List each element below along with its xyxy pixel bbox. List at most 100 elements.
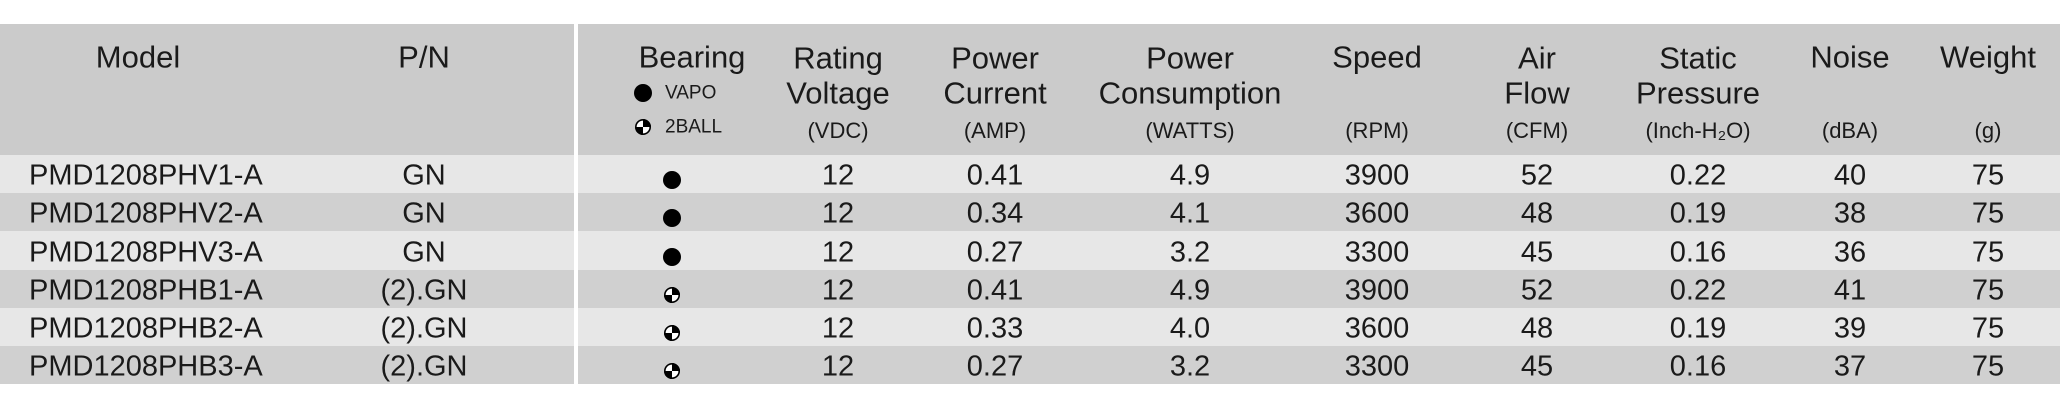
- column-unit: (Inch-H₂O): [1645, 118, 1751, 143]
- cell: 0.19: [1669, 197, 1727, 230]
- legend-label: VAPO: [665, 82, 717, 104]
- cell: 75: [1971, 159, 2005, 192]
- cell: 3600: [1344, 312, 1410, 345]
- column-title: Pressure: [1635, 75, 1761, 111]
- column-title: Voltage: [786, 75, 890, 111]
- legend-label: 2BALL: [665, 116, 723, 138]
- cell: 75: [1971, 350, 2005, 383]
- part-number: GN: [402, 159, 446, 192]
- cell: 75: [1971, 274, 2005, 307]
- column-unit: (AMP): [963, 118, 1027, 143]
- cell: 3300: [1344, 236, 1410, 268]
- cell: 75: [1971, 197, 2005, 230]
- column-unit: (RPM): [1345, 118, 1409, 143]
- row-bg: [0, 231, 2060, 270]
- row-bg: [0, 269, 2060, 308]
- column-title: Current: [943, 75, 1047, 111]
- cell: 12: [821, 312, 855, 345]
- cell: 0.27: [966, 350, 1024, 383]
- cell: 4.9: [1169, 274, 1211, 307]
- cell: 4.1: [1169, 197, 1211, 230]
- column-title: Speed: [1332, 39, 1422, 75]
- cell: 38: [1833, 197, 1867, 230]
- cell: 0.41: [966, 159, 1024, 192]
- cell: 48: [1520, 197, 1554, 230]
- cell: 3.2: [1169, 236, 1211, 268]
- cell: 3.2: [1169, 350, 1211, 383]
- cell: 0.41: [966, 274, 1024, 307]
- cell: 0.33: [966, 312, 1024, 345]
- model: PMD1208PHB2-A: [29, 312, 263, 345]
- part-number: (2).GN: [380, 350, 468, 383]
- bearing-icon: [663, 171, 681, 190]
- cell: 0.19: [1669, 312, 1727, 345]
- row-bg: [0, 193, 2060, 232]
- cell: 45: [1520, 350, 1554, 383]
- bearing-icon: [634, 84, 652, 102]
- column-unit: (g): [1974, 118, 2002, 143]
- header-bg: [0, 24, 2060, 155]
- cell: 48: [1520, 312, 1554, 345]
- model: PMD1208PHV1-A: [29, 159, 263, 192]
- cell: 37: [1833, 350, 1867, 383]
- column-title: Power: [1146, 40, 1234, 76]
- column-title: Bearing: [638, 39, 746, 75]
- cell: 12: [821, 274, 855, 307]
- part-number: GN: [402, 236, 446, 268]
- column-unit: (VDC): [807, 118, 869, 143]
- cell: 3300: [1344, 350, 1410, 383]
- model: PMD1208PHB1-A: [29, 274, 263, 307]
- column-unit: (CFM): [1505, 118, 1569, 143]
- cell: 3900: [1344, 159, 1410, 192]
- column-unit: (WATTS): [1145, 118, 1235, 143]
- column-title: Rating: [793, 40, 883, 76]
- divider: [574, 24, 578, 384]
- row-bg: [0, 307, 2060, 346]
- cell: 0.16: [1669, 236, 1727, 268]
- cell: 12: [821, 159, 855, 192]
- row-bg: [0, 346, 2060, 385]
- cell: 3900: [1344, 274, 1410, 307]
- cell: 52: [1520, 274, 1554, 307]
- column-title: Model: [95, 39, 181, 75]
- cell: 75: [1971, 236, 2005, 268]
- bearing-icon: [663, 209, 681, 228]
- bearing-icon: [664, 363, 680, 380]
- cell: 39: [1833, 312, 1867, 345]
- model: PMD1208PHV3-A: [29, 236, 263, 268]
- bearing-icon: [663, 247, 681, 266]
- cell: 12: [821, 236, 855, 268]
- column-unit: (dBA): [1821, 118, 1879, 143]
- cell: 0.34: [966, 197, 1024, 230]
- cell: 4.0: [1169, 312, 1211, 345]
- column-title: Flow: [1504, 75, 1570, 111]
- column-title: Air: [1518, 40, 1556, 76]
- column-title: Noise: [1810, 39, 1890, 75]
- bearing-icon: [664, 324, 680, 341]
- cell: 12: [821, 350, 855, 383]
- bearing-icon: [664, 286, 680, 303]
- row-bg: [0, 155, 2060, 194]
- model: PMD1208PHB3-A: [29, 350, 263, 383]
- cell: 0.16: [1669, 350, 1727, 383]
- cell: 41: [1833, 274, 1867, 307]
- bearing-icon: [635, 119, 651, 135]
- cell: 0.27: [966, 236, 1024, 268]
- column-title: Static: [1659, 40, 1737, 76]
- part-number: GN: [402, 197, 446, 230]
- cell: 4.9: [1169, 159, 1211, 192]
- column-title: Consumption: [1098, 75, 1282, 111]
- cell: 0.22: [1669, 274, 1727, 307]
- cell: 40: [1833, 159, 1867, 192]
- part-number: (2).GN: [380, 274, 468, 307]
- cell: 12: [821, 197, 855, 230]
- model: PMD1208PHV2-A: [29, 197, 263, 230]
- column-title: Weight: [1940, 39, 2036, 75]
- cell: 3600: [1344, 197, 1410, 230]
- column-title: P/N: [398, 39, 450, 75]
- part-number: (2).GN: [380, 312, 468, 345]
- column-title: Power: [951, 40, 1039, 76]
- cell: 52: [1520, 159, 1554, 192]
- cell: 45: [1520, 236, 1554, 268]
